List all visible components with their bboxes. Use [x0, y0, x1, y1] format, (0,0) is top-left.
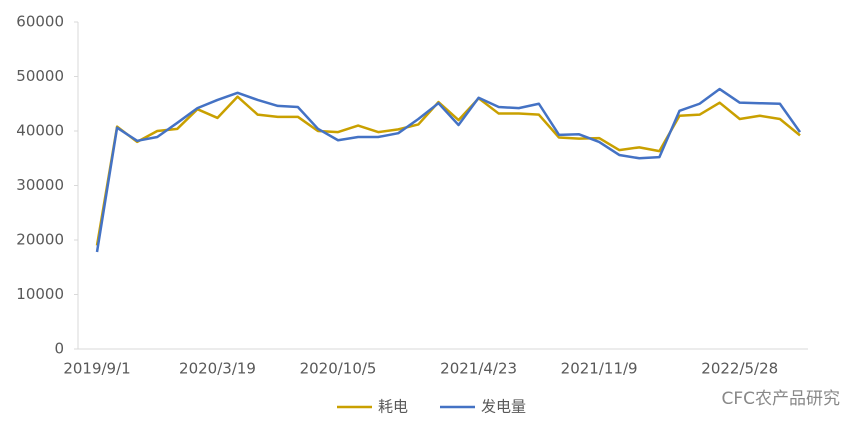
x-tick-label: 2019/9/1 — [63, 360, 130, 378]
x-tick-label: 2020/10/5 — [300, 360, 377, 378]
watermark: CFC农产品研究 — [721, 389, 840, 409]
series-line — [95, 87, 802, 253]
y-tick-label: 30000 — [16, 176, 64, 194]
x-tick-label: 2021/4/23 — [440, 360, 517, 378]
y-tick-label: 40000 — [16, 122, 64, 140]
series-line — [95, 95, 801, 246]
legend-label: 耗电 — [378, 398, 408, 416]
y-tick-label: 50000 — [16, 67, 64, 85]
y-tick-label: 0 — [54, 340, 64, 358]
legend-label: 发电量 — [481, 398, 526, 416]
y-tick-label: 60000 — [16, 13, 64, 31]
y-tick-label: 20000 — [16, 231, 64, 249]
x-tick-label: 2022/5/28 — [701, 360, 778, 378]
x-tick-label: 2020/3/19 — [179, 360, 256, 378]
y-tick-label: 10000 — [16, 285, 64, 303]
x-tick-label: 2021/11/9 — [561, 360, 638, 378]
